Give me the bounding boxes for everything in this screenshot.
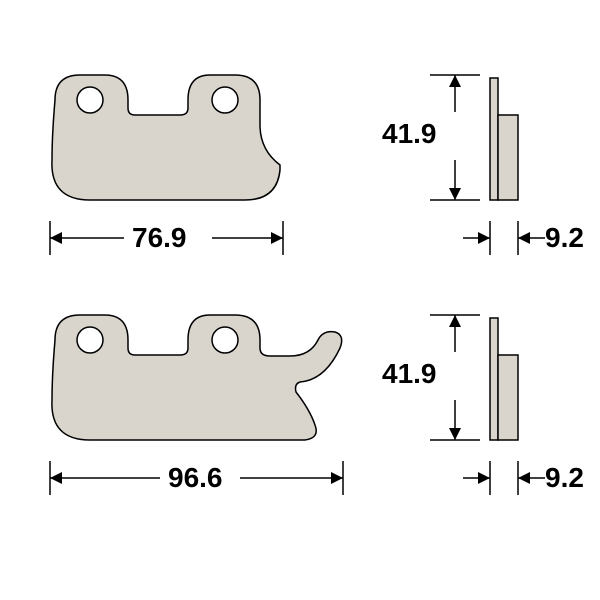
pad2-front <box>52 315 342 440</box>
pad2-side <box>490 318 518 440</box>
pad2-width-label: 96.6 <box>168 462 223 494</box>
pad1-front <box>52 75 280 200</box>
pad1-thickness-label: 9.2 <box>545 222 584 254</box>
pad1-height-dim <box>430 75 480 200</box>
pad2-thickness-dim <box>463 461 545 495</box>
pad1-thickness-dim <box>463 221 545 255</box>
pad1-width-label: 76.9 <box>132 222 187 254</box>
pad1-height-label: 41.9 <box>382 118 437 150</box>
pad2-height-label: 41.9 <box>382 358 437 390</box>
pad1-side <box>490 78 518 200</box>
technical-drawing: 41.9 76.9 9.2 41.9 96.6 9.2 <box>0 0 600 600</box>
pad2-height-dim <box>430 315 480 440</box>
pad2-thickness-label: 9.2 <box>545 462 584 494</box>
drawing-svg <box>0 0 600 600</box>
